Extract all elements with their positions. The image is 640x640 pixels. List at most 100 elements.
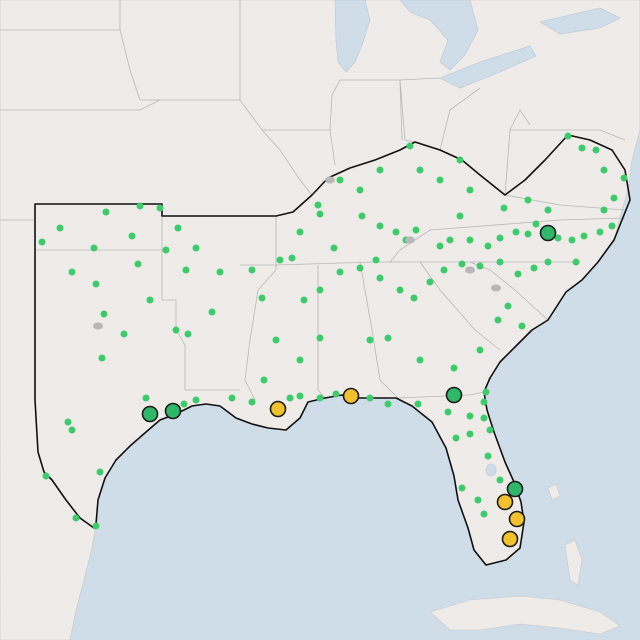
station-minor-marker[interactable] [480, 510, 488, 518]
station-minor-marker[interactable] [356, 264, 364, 272]
station-minor-marker[interactable] [592, 146, 600, 154]
station-minor-marker[interactable] [134, 260, 142, 268]
station-minor-marker[interactable] [564, 132, 572, 140]
station-minor-marker[interactable] [476, 262, 484, 270]
station-minor-marker[interactable] [610, 194, 618, 202]
station-minor-marker[interactable] [296, 228, 304, 236]
station-major-green-marker[interactable] [141, 405, 159, 423]
station-minor-marker[interactable] [446, 236, 454, 244]
station-minor-marker[interactable] [180, 400, 188, 408]
station-minor-marker[interactable] [92, 522, 100, 530]
station-inactive-marker[interactable] [405, 236, 415, 244]
station-minor-marker[interactable] [504, 302, 512, 310]
station-minor-marker[interactable] [258, 294, 266, 302]
station-minor-marker[interactable] [316, 394, 324, 402]
station-minor-marker[interactable] [332, 390, 340, 398]
station-inactive-marker[interactable] [491, 284, 501, 292]
station-minor-marker[interactable] [416, 166, 424, 174]
station-minor-marker[interactable] [296, 356, 304, 364]
station-minor-marker[interactable] [494, 316, 502, 324]
station-minor-marker[interactable] [316, 286, 324, 294]
station-minor-marker[interactable] [146, 296, 154, 304]
station-minor-marker[interactable] [376, 166, 384, 174]
station-minor-marker[interactable] [600, 206, 608, 214]
station-minor-marker[interactable] [98, 354, 106, 362]
station-minor-marker[interactable] [72, 514, 80, 522]
station-minor-marker[interactable] [620, 174, 628, 182]
station-minor-marker[interactable] [182, 266, 190, 274]
station-major-yellow-marker[interactable] [496, 493, 514, 511]
station-minor-marker[interactable] [366, 394, 374, 402]
station-minor-marker[interactable] [384, 400, 392, 408]
station-minor-marker[interactable] [608, 222, 616, 230]
station-minor-marker[interactable] [436, 176, 444, 184]
station-minor-marker[interactable] [272, 336, 280, 344]
station-minor-marker[interactable] [384, 334, 392, 342]
station-major-green-marker[interactable] [539, 224, 557, 242]
station-major-yellow-marker[interactable] [342, 387, 360, 405]
station-minor-marker[interactable] [524, 196, 532, 204]
station-minor-marker[interactable] [96, 468, 104, 476]
station-minor-marker[interactable] [162, 246, 170, 254]
station-minor-marker[interactable] [64, 418, 72, 426]
station-minor-marker[interactable] [530, 264, 538, 272]
station-minor-marker[interactable] [512, 228, 520, 236]
station-minor-marker[interactable] [336, 176, 344, 184]
station-minor-marker[interactable] [296, 392, 304, 400]
station-minor-marker[interactable] [372, 256, 380, 264]
station-minor-marker[interactable] [120, 330, 128, 338]
station-minor-marker[interactable] [38, 238, 46, 246]
station-minor-marker[interactable] [544, 258, 552, 266]
station-minor-marker[interactable] [406, 142, 414, 150]
station-minor-marker[interactable] [288, 254, 296, 262]
station-minor-marker[interactable] [316, 210, 324, 218]
station-minor-marker[interactable] [440, 266, 448, 274]
station-minor-marker[interactable] [458, 260, 466, 268]
station-minor-marker[interactable] [578, 144, 586, 152]
station-minor-marker[interactable] [276, 256, 284, 264]
station-minor-marker[interactable] [568, 236, 576, 244]
station-minor-marker[interactable] [356, 186, 364, 194]
station-minor-marker[interactable] [480, 414, 488, 422]
station-minor-marker[interactable] [532, 220, 540, 228]
station-minor-marker[interactable] [248, 398, 256, 406]
station-minor-marker[interactable] [56, 224, 64, 232]
station-major-green-marker[interactable] [164, 402, 182, 420]
station-minor-marker[interactable] [90, 244, 98, 252]
station-minor-marker[interactable] [500, 204, 508, 212]
station-minor-marker[interactable] [376, 274, 384, 282]
station-minor-marker[interactable] [216, 268, 224, 276]
station-minor-marker[interactable] [600, 166, 608, 174]
station-minor-marker[interactable] [366, 336, 374, 344]
station-minor-marker[interactable] [248, 266, 256, 274]
station-minor-marker[interactable] [286, 394, 294, 402]
station-major-green-marker[interactable] [445, 386, 463, 404]
station-minor-marker[interactable] [484, 452, 492, 460]
station-minor-marker[interactable] [42, 472, 50, 480]
station-minor-marker[interactable] [208, 308, 216, 316]
station-minor-marker[interactable] [436, 242, 444, 250]
station-minor-marker[interactable] [484, 242, 492, 250]
station-minor-marker[interactable] [486, 426, 494, 434]
station-minor-marker[interactable] [544, 206, 552, 214]
station-minor-marker[interactable] [456, 156, 464, 164]
station-minor-marker[interactable] [524, 230, 532, 238]
station-minor-marker[interactable] [480, 398, 488, 406]
station-minor-marker[interactable] [580, 232, 588, 240]
station-minor-marker[interactable] [260, 376, 268, 384]
station-minor-marker[interactable] [476, 346, 484, 354]
station-minor-marker[interactable] [184, 330, 192, 338]
station-minor-marker[interactable] [456, 212, 464, 220]
station-minor-marker[interactable] [410, 294, 418, 302]
station-minor-marker[interactable] [496, 476, 504, 484]
station-minor-marker[interactable] [474, 496, 482, 504]
station-minor-marker[interactable] [518, 322, 526, 330]
station-minor-marker[interactable] [228, 394, 236, 402]
station-minor-marker[interactable] [496, 258, 504, 266]
station-minor-marker[interactable] [392, 228, 400, 236]
station-minor-marker[interactable] [466, 430, 474, 438]
station-minor-marker[interactable] [172, 326, 180, 334]
station-minor-marker[interactable] [376, 222, 384, 230]
station-minor-marker[interactable] [336, 268, 344, 276]
